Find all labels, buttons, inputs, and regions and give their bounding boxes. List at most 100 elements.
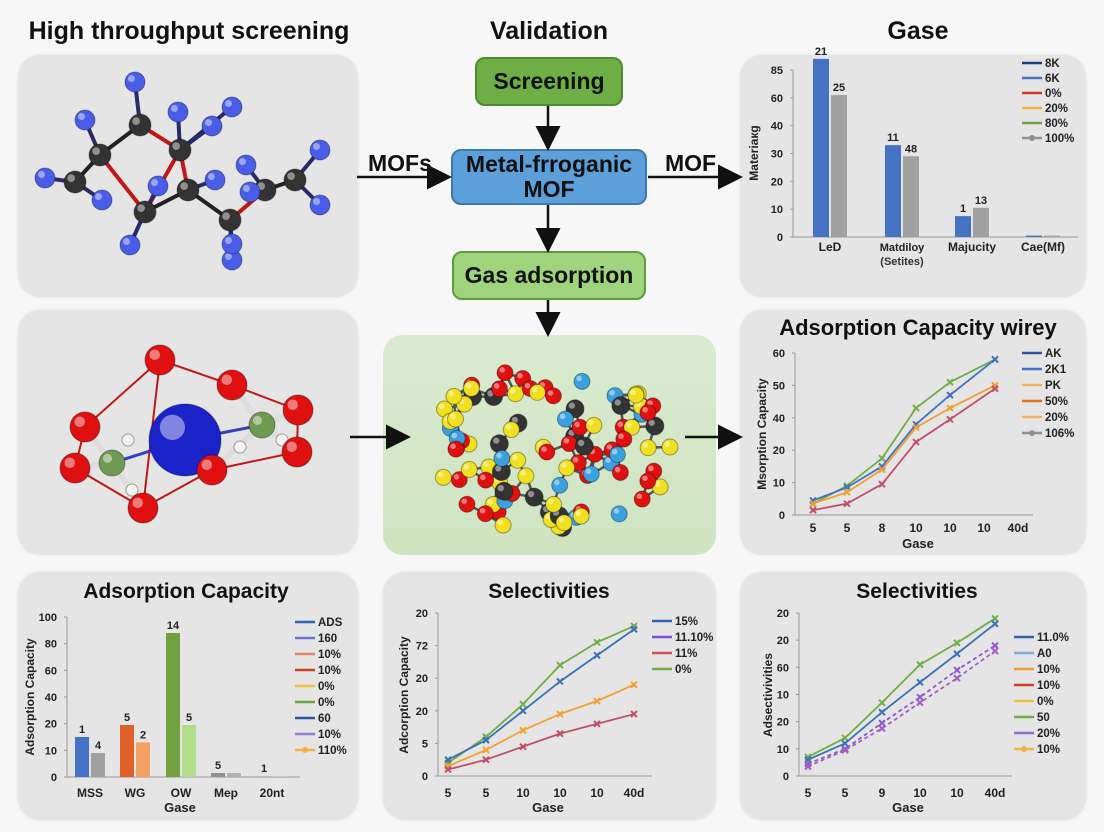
data-point (912, 404, 920, 412)
y-tick-label: 20 (777, 635, 789, 647)
framework-atom-highlight (572, 456, 579, 463)
legend-label: 50 (1037, 712, 1050, 724)
x-tick-label: 10 (977, 521, 991, 535)
oxygen-atom-highlight (74, 416, 85, 427)
nitrogen-atom-highlight (313, 143, 320, 150)
y-tick-label: 0 (779, 510, 785, 522)
framework-atom (639, 404, 657, 422)
carbon-atom-highlight (67, 174, 75, 182)
y-axis-label: Materiaкg (747, 125, 761, 180)
bar (75, 737, 89, 777)
x-tick-label: 40d (1008, 521, 1029, 535)
data-point (843, 488, 851, 497)
bar-data-label: 48 (905, 143, 917, 155)
series-line (447, 628, 635, 761)
data-point (946, 378, 954, 386)
bar (136, 742, 150, 777)
carbon-atom (128, 113, 152, 137)
framework-atom-highlight (448, 390, 454, 397)
legend-label: 10% (1037, 744, 1060, 756)
nitrogen-atom-highlight (225, 253, 232, 260)
legend-label: 160 (318, 633, 337, 645)
framework-atom (639, 472, 657, 490)
bar-data-label: 14 (167, 620, 180, 632)
x-category-label: OW (171, 786, 192, 800)
legend-label: 0% (318, 697, 335, 709)
framework-atom-highlight (568, 402, 576, 409)
oxygen-atom (196, 454, 228, 486)
legend-marker (302, 747, 308, 753)
legend-label: 106% (1045, 428, 1074, 440)
x-tick-label: 5 (842, 786, 849, 800)
legend-label: 110% (318, 745, 347, 757)
framework-atom (450, 471, 468, 489)
arrow-label-mofs: MOFs (368, 150, 432, 176)
nitrogen-atom (221, 96, 243, 118)
framework-atom (538, 443, 556, 461)
y-tick-label: 20 (45, 719, 57, 731)
legend-label: 10% (1037, 664, 1060, 676)
bar (211, 773, 225, 777)
framework-atom-highlight (511, 416, 519, 424)
data-point (630, 681, 638, 689)
framework-atom-highlight (609, 390, 615, 396)
carbon-atom (63, 170, 87, 194)
data-point (630, 625, 638, 634)
framework-atom-highlight (547, 498, 554, 505)
y-tick-label: 20 (773, 445, 785, 457)
bar-data-label: 13 (975, 195, 987, 207)
framework-atom-highlight (636, 493, 643, 500)
bar (166, 633, 180, 777)
y-tick-label: 0 (777, 232, 783, 244)
nitrogen-atom (239, 181, 261, 203)
framework-atom-highlight (527, 490, 535, 498)
y-tick-label: 40 (771, 121, 783, 133)
molecule-metal-node (59, 344, 314, 524)
hydrogen-atom (233, 440, 247, 454)
framework-atom (445, 387, 463, 405)
legend-marker (1029, 135, 1035, 141)
framework-atom-highlight (606, 444, 613, 450)
y-tick-label: 60 (771, 93, 783, 105)
framework-atom (507, 385, 525, 403)
nitrogen-atom (91, 189, 113, 211)
data-point (593, 651, 601, 660)
x-tick-label: 9 (879, 786, 886, 800)
x-tick-label: 10 (943, 521, 957, 535)
carbon-atom-highlight (287, 172, 295, 180)
series-line (812, 358, 996, 502)
oxygen-atom-highlight (201, 459, 212, 470)
nitrogen-atom-highlight (225, 100, 232, 107)
chart-title: Adsorption Capacity (83, 580, 289, 603)
framework-atom-highlight (617, 421, 624, 428)
data-point (556, 710, 564, 718)
x-category-label: MSS (77, 786, 103, 800)
carbon-atom-highlight (257, 182, 265, 190)
data-point (916, 693, 924, 701)
nitrogen-atom-highlight (243, 185, 250, 192)
framework-atom-highlight (576, 375, 583, 382)
x-category-label: Mep (214, 786, 238, 800)
carbon-atom-highlight (132, 117, 140, 125)
x-tick-label: 40d (985, 786, 1006, 800)
legend-label: ADS (318, 617, 343, 629)
y-tick-label: 10 (777, 744, 789, 756)
chart-title: Selectivities (856, 580, 977, 603)
nitrogen-atom-highlight (239, 158, 246, 165)
framework-atom-highlight (558, 517, 564, 523)
data-point (953, 639, 961, 647)
data-point (519, 742, 527, 751)
bar-data-label: 1 (261, 763, 267, 775)
framework-atom (574, 436, 594, 456)
legend-label: 10% (1037, 680, 1060, 692)
framework-atom-highlight (531, 386, 538, 393)
framework-atom-highlight (648, 419, 655, 426)
framework-atom-highlight (451, 432, 458, 439)
legend-label: 10% (318, 665, 341, 677)
hydrogen-atom (121, 433, 135, 447)
data-point (482, 755, 490, 764)
framework-atom (545, 495, 563, 513)
bar (257, 776, 271, 777)
data-point (912, 438, 920, 446)
nitrogen-atom-highlight (208, 173, 215, 180)
